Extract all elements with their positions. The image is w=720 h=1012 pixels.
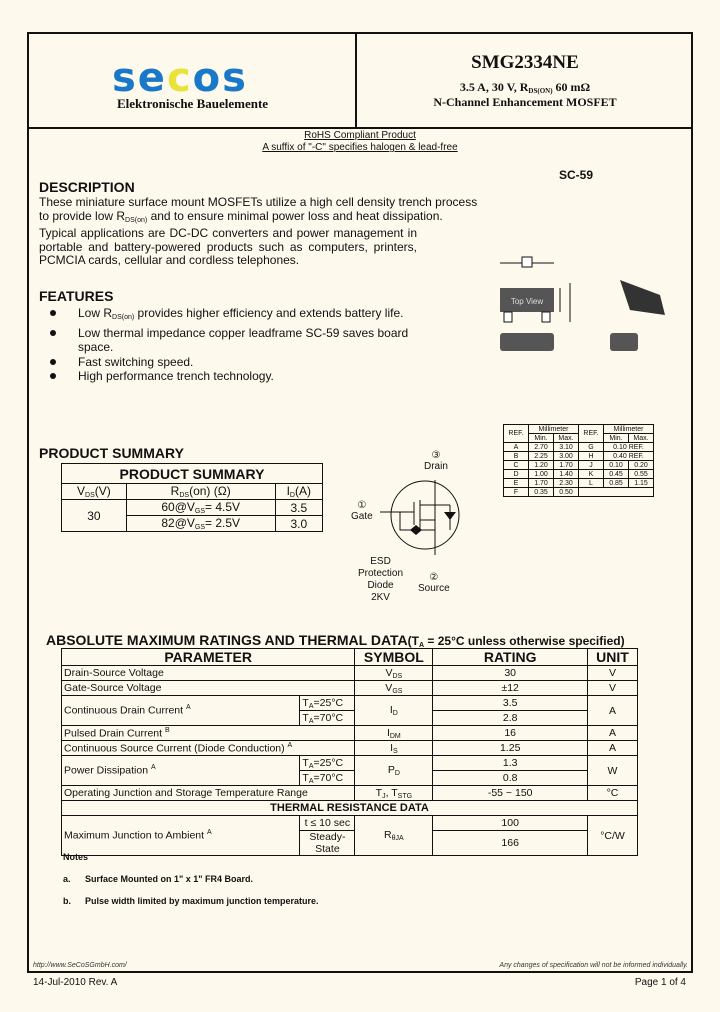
- secos-logo: secos: [112, 55, 248, 101]
- dimensions-table: REF. Millimeter REF. Millimeter Min. Max. Min…: [503, 424, 654, 497]
- package-drawing: Top View: [500, 256, 665, 351]
- website-link[interactable]: http://www.SeCoSGmbH.com/: [33, 962, 127, 969]
- table-row: TA=70°C 2.8: [62, 710, 638, 726]
- table-row: Drain-Source Voltage VDS 30 V: [60, 665, 638, 681]
- table-row: Operating Junction and Storage Temperatu…: [60, 785, 638, 801]
- feature-item: High performance trench technology.: [50, 369, 408, 384]
- part-type: N-Channel Enhancement MOSFET: [433, 95, 617, 109]
- rohs-suffix: A suffix of "-C" specifies halogen & lea…: [262, 142, 458, 153]
- description-text: These miniature surface mount MOSFETs ut…: [39, 195, 478, 267]
- rohs-text: RoHS Compliant Product: [304, 130, 416, 141]
- note-b: b. Pulse width limited by maximum junctio…: [63, 896, 319, 906]
- table-row: Power Dissipation A TA=25°C PD 1.3 W: [60, 755, 638, 786]
- ratings-table: PARAMETER SYMBOL RATING UNIT Drain-Source V…: [60, 648, 638, 856]
- feature-item: space.: [78, 340, 114, 354]
- divider: [27, 127, 693, 129]
- summary-title: PRODUCT SUMMARY: [39, 445, 184, 461]
- table-row: Continuous Drain Current A TA=25°C ID 3.5 A: [60, 695, 638, 726]
- features-list: Low RDS(on) provides higher efficiency a…: [50, 306, 408, 384]
- page-frame: [27, 32, 693, 973]
- disclaimer: Any changes of specification will not be…: [499, 962, 688, 969]
- package-name: SC-59: [559, 168, 594, 182]
- ratings-title: ABSOLUTE MAXIMUM RATINGS AND THERMAL DAT…: [46, 632, 625, 649]
- source-pin: ② Source: [418, 572, 450, 594]
- notes-title: Notes: [63, 852, 89, 862]
- note-a: a. Surface Mounted on 1" x 1" FR4 Board.: [63, 874, 254, 884]
- page-number: Page 1 of 4: [634, 977, 686, 988]
- divider: [355, 32, 357, 128]
- feature-item: Fast switching speed.: [50, 355, 408, 370]
- table-row: Pulsed Drain Current B IDM 16 A: [60, 725, 638, 741]
- features-title: FEATURES: [39, 288, 114, 304]
- logo-subtitle: Elektronische Bauelemente: [117, 96, 269, 111]
- mosfet-symbol: [380, 480, 460, 555]
- table-row: Continuous Source Current (Diode Conduct…: [60, 740, 638, 756]
- drain-pin: ③ Drain: [424, 450, 448, 472]
- gate-pin: ① Gate: [351, 500, 373, 522]
- description-title: DESCRIPTION: [39, 179, 135, 195]
- part-spec: 3.5 A, 30 V, RDS(ON) 60 mΩ: [459, 80, 591, 95]
- product-summary-table: PRODUCT SUMMARY VDS(V) RDS(on) (Ω) ID(A) 3…: [61, 463, 324, 532]
- table-row: Gate-Source Voltage VGS ±12 V: [60, 680, 638, 696]
- top-view-label: Top View: [511, 297, 544, 306]
- feature-item: Low RDS(on) provides higher efficiency a…: [50, 306, 408, 326]
- revision-date: 14-Jul-2010 Rev. A: [33, 977, 118, 988]
- esd-label: ESD Protection Diode 2KV: [358, 556, 404, 603]
- feature-item: Low thermal impedance copper leadframe S…: [50, 326, 408, 341]
- table-row: Steady-State 166: [62, 830, 638, 856]
- part-number: SMG2334NE: [471, 52, 579, 73]
